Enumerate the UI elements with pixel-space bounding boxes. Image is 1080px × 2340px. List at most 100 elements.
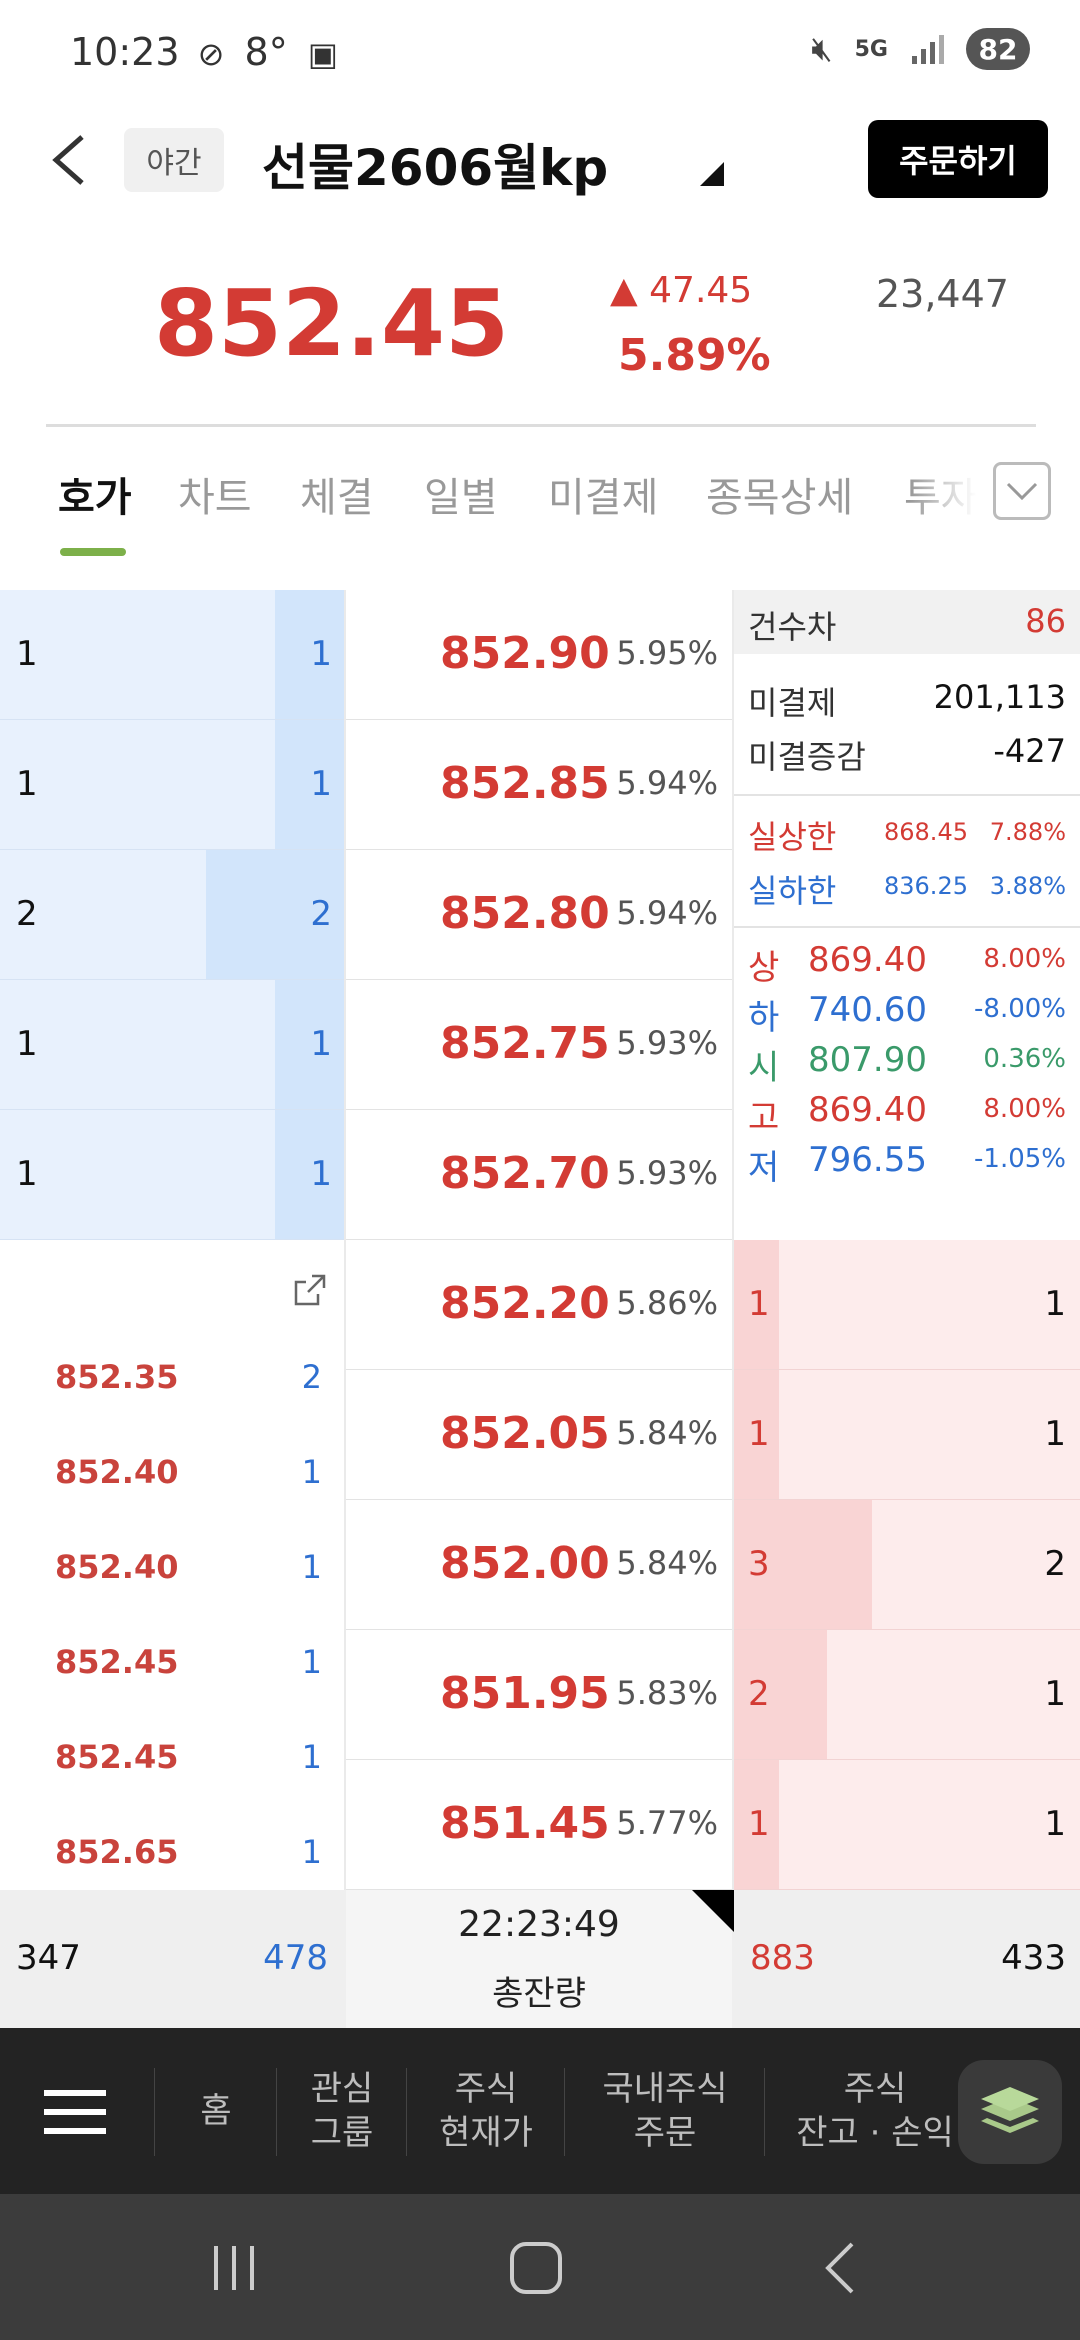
order-button[interactable]: 주문하기 bbox=[868, 120, 1048, 198]
external-link-icon[interactable] bbox=[292, 1272, 328, 1308]
tab-trades[interactable]: 체결 bbox=[300, 475, 374, 521]
stat-pct: 8.00% bbox=[983, 1094, 1066, 1124]
network-icon: 5G bbox=[854, 36, 888, 62]
count-diff-value: 86 bbox=[1025, 602, 1066, 640]
stat-pct: 0.36% bbox=[983, 1044, 1066, 1074]
signal-icon bbox=[912, 35, 944, 64]
trade-qty: 1 bbox=[301, 1548, 322, 1586]
corner-flag-icon bbox=[692, 1890, 734, 1932]
real-upper-pct: 7.88% bbox=[989, 818, 1066, 846]
bid-price-pct: 5.83% bbox=[616, 1674, 718, 1712]
back-button[interactable] bbox=[40, 125, 100, 195]
ask-volume-bar bbox=[275, 720, 344, 849]
column-separator bbox=[344, 590, 346, 1890]
info-panel: 건수차 86 미결제 201,113 미결증감 -427 실상한 868.45 … bbox=[734, 590, 1080, 1240]
trade-volume: 23,447 bbox=[876, 272, 1009, 316]
total-ask-qty: 478 bbox=[263, 1938, 328, 1978]
tab-quote[interactable]: 호가 bbox=[58, 475, 132, 521]
ask-price: 852.90 bbox=[440, 628, 610, 679]
layers-button[interactable] bbox=[958, 2060, 1062, 2164]
tab-expand-button[interactable] bbox=[993, 462, 1051, 520]
ask-price-row[interactable]: 852.75 5.93% bbox=[346, 980, 732, 1110]
layers-icon bbox=[981, 2087, 1039, 2133]
ask-price-row[interactable]: 852.80 5.94% bbox=[346, 850, 732, 980]
bid-price-row[interactable]: 851.45 5.77% bbox=[346, 1760, 732, 1890]
tab-bar: 호가 차트 체결 일별 미결제 종목상세 투자 bbox=[0, 450, 1080, 560]
bid-price: 851.45 bbox=[440, 1798, 610, 1849]
instrument-title[interactable]: 선물2606월kp bbox=[262, 139, 609, 197]
total-ask-count: 347 bbox=[16, 1938, 81, 1978]
trade-qty: 2 bbox=[301, 1358, 322, 1396]
count-diff-label: 건수차 bbox=[748, 608, 837, 646]
column-separator bbox=[732, 590, 734, 1890]
total-bid-count: 883 bbox=[750, 1938, 815, 1978]
bid-volume-bar bbox=[734, 1760, 779, 1889]
status-time: 10:23 ⊘ 8° ▣ bbox=[70, 30, 338, 74]
tab-chart[interactable]: 차트 bbox=[178, 475, 252, 521]
ask-price-row[interactable]: 852.85 5.94% bbox=[346, 720, 732, 850]
dropdown-caret-icon[interactable] bbox=[700, 162, 724, 186]
home-icon[interactable] bbox=[508, 2240, 564, 2296]
notification-icon: ⊘ bbox=[197, 35, 225, 73]
bid-count: 1 bbox=[748, 1414, 770, 1454]
price-change: ▲ 47.45 bbox=[610, 270, 753, 311]
night-session-badge: 야간 bbox=[124, 128, 224, 192]
back-nav-icon[interactable] bbox=[820, 2240, 860, 2296]
trade-qty: 1 bbox=[301, 1643, 322, 1681]
menu-icon[interactable] bbox=[44, 2088, 106, 2136]
bid-volume-bar bbox=[734, 1630, 827, 1759]
nav-home[interactable]: 홈 bbox=[200, 2090, 232, 2131]
ask-volume-bar bbox=[206, 850, 344, 979]
bid-price-row[interactable]: 852.00 5.84% bbox=[346, 1500, 732, 1630]
bid-qty: 1 bbox=[1044, 1284, 1066, 1324]
bid-price-row[interactable]: 852.05 5.84% bbox=[346, 1370, 732, 1500]
stat-label: 하 bbox=[748, 998, 780, 1038]
stat-label: 저 bbox=[748, 1148, 780, 1188]
bid-volume-bar bbox=[734, 1500, 872, 1629]
ask-volume-bar bbox=[275, 590, 344, 719]
real-lower-pct: 3.88% bbox=[989, 872, 1066, 900]
ask-count: 1 bbox=[16, 1024, 38, 1064]
ask-qty: 2 bbox=[310, 894, 332, 934]
tab-daily[interactable]: 일별 bbox=[424, 475, 498, 521]
divider bbox=[154, 2068, 155, 2156]
oi-change-label: 미결증감 bbox=[748, 738, 866, 776]
bid-price-row[interactable]: 852.20 5.86% bbox=[346, 1240, 732, 1370]
ask-price: 852.75 bbox=[440, 1018, 610, 1069]
tab-details[interactable]: 종목상세 bbox=[706, 475, 854, 521]
bid-price-row[interactable]: 851.95 5.83% bbox=[346, 1630, 732, 1760]
bid-price: 852.00 bbox=[440, 1538, 610, 1589]
nav-domestic-order[interactable]: 국내주식 주문 bbox=[602, 2068, 728, 2153]
ask-price-row[interactable]: 852.70 5.93% bbox=[346, 1110, 732, 1240]
tab-open-interest[interactable]: 미결제 bbox=[548, 475, 659, 521]
ask-count: 1 bbox=[16, 1154, 38, 1194]
recent-apps-icon[interactable] bbox=[210, 2242, 260, 2292]
ask-price: 852.85 bbox=[440, 758, 610, 809]
price-change-pct: 5.89% bbox=[618, 330, 771, 381]
real-lower-price: 836.25 bbox=[884, 872, 968, 900]
nav-watchlist[interactable]: 관심 그룹 bbox=[310, 2068, 374, 2153]
bid-count: 1 bbox=[748, 1284, 770, 1324]
stat-price: 796.55 bbox=[808, 1140, 927, 1180]
bid-price-pct: 5.77% bbox=[616, 1804, 718, 1842]
real-upper-price: 868.45 bbox=[884, 818, 968, 846]
nav-balance[interactable]: 주식 잔고 · 손익 bbox=[796, 2068, 954, 2153]
ask-price-row[interactable]: 852.90 5.95% bbox=[346, 590, 732, 720]
divider bbox=[276, 2068, 277, 2156]
stat-price: 869.40 bbox=[808, 940, 927, 980]
ask-price-pct: 5.93% bbox=[616, 1024, 718, 1062]
stat-pct: 8.00% bbox=[983, 944, 1066, 974]
trade-qty: 1 bbox=[301, 1453, 322, 1491]
nav-stock-price[interactable]: 주식 현재가 bbox=[439, 2068, 533, 2153]
bid-count: 1 bbox=[748, 1804, 770, 1844]
ask-qty: 1 bbox=[310, 1154, 332, 1194]
ask-price-pct: 5.93% bbox=[616, 1154, 718, 1192]
totals-center: 22:23:49 총잔량 bbox=[346, 1890, 732, 2028]
stat-price: 869.40 bbox=[808, 1090, 927, 1130]
